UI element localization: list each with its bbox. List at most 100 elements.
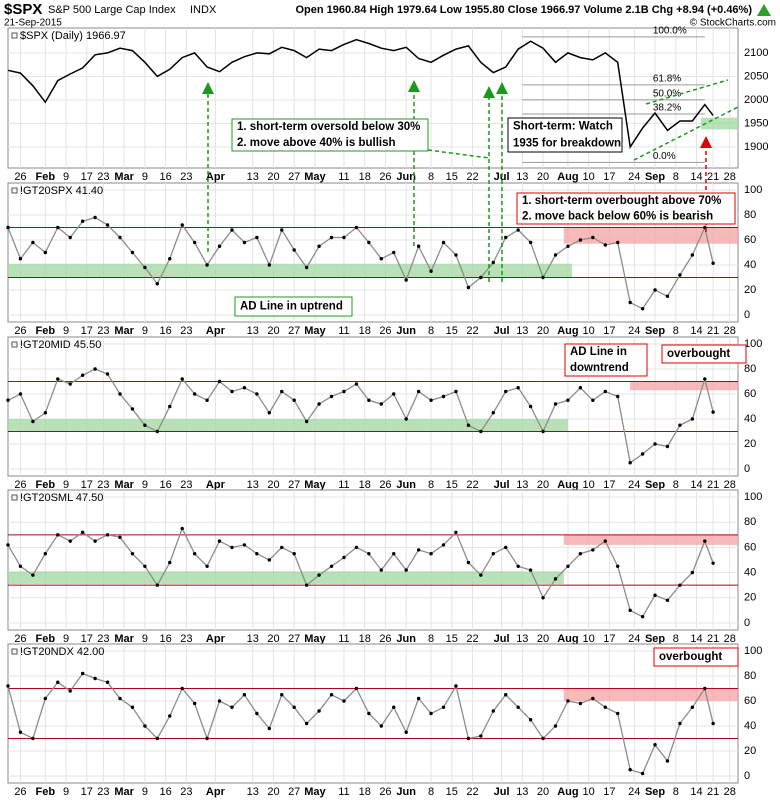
data-point — [342, 699, 346, 703]
data-point — [304, 419, 309, 424]
x-tick-label: Sep — [645, 786, 665, 798]
y-tick-label: 2100 — [744, 47, 768, 59]
data-point — [578, 552, 583, 556]
x-tick-label: 8 — [673, 633, 679, 645]
x-tick-label: 26 — [379, 171, 391, 183]
data-point — [205, 736, 209, 741]
data-point — [329, 394, 334, 399]
x-tick-label: 8 — [428, 171, 434, 183]
y-tick-label: 60 — [744, 541, 756, 553]
data-point — [317, 573, 321, 577]
data-point — [80, 530, 85, 535]
x-tick-label: 8 — [428, 479, 434, 491]
x-tick-label: 27 — [288, 171, 300, 183]
data-point — [454, 530, 458, 535]
data-point — [678, 273, 682, 277]
x-tick-label: 22 — [466, 325, 478, 337]
y-tick-label: 100 — [744, 338, 762, 350]
data-point — [603, 539, 607, 543]
data-point — [255, 235, 259, 240]
x-tick-label: 22 — [466, 171, 478, 183]
y-tick-label: 40 — [744, 259, 756, 271]
data-point — [230, 545, 234, 550]
x-tick-label: 26 — [379, 479, 391, 491]
x-tick-label: 11 — [338, 633, 349, 645]
data-point — [703, 539, 707, 543]
y-tick-label: 100 — [744, 184, 762, 196]
x-tick-label: Mar — [114, 479, 134, 491]
data-point — [118, 235, 122, 240]
panel-title: $SPX (Daily) 1966.97 — [20, 30, 126, 42]
data-point — [255, 392, 259, 396]
x-tick-label: 8 — [428, 633, 434, 645]
data-point — [504, 235, 508, 240]
x-tick-label: 28 — [724, 171, 736, 183]
x-tick-label: 24 — [628, 479, 640, 491]
x-tick-label: 16 — [159, 786, 171, 798]
data-point — [93, 676, 97, 681]
x-tick-label: 23 — [97, 786, 109, 798]
x-tick-label: 23 — [97, 171, 109, 183]
annotations: Short-term: Watch 1935 for breakdown 1. sh… — [231, 117, 747, 667]
y-tick-label: 2050 — [744, 70, 768, 82]
data-point — [466, 560, 471, 565]
x-tick-label: 21 — [707, 786, 719, 798]
data-point — [155, 736, 160, 741]
data-point — [56, 225, 60, 230]
x-tick-label: 26 — [379, 325, 391, 337]
y-tick-label: 20 — [744, 438, 756, 450]
data-point — [553, 724, 558, 728]
data-point — [479, 429, 483, 434]
data-point — [367, 398, 371, 402]
x-tick-label: 20 — [537, 171, 549, 183]
data-point — [354, 545, 359, 550]
x-tick-label: Aug — [557, 171, 578, 183]
x-tick-label: Jun — [396, 171, 416, 183]
annotation-text: Short-term: Watch — [513, 121, 613, 133]
data-point — [491, 260, 495, 265]
x-tick-label: 17 — [81, 325, 93, 337]
x-tick-label: 20 — [267, 479, 279, 491]
x-tick-label: 26 — [379, 633, 391, 645]
x-tick-label: 16 — [159, 325, 171, 337]
data-point — [404, 278, 408, 282]
data-point — [18, 257, 23, 261]
data-point — [367, 240, 371, 245]
data-point — [93, 367, 97, 371]
data-point — [541, 429, 545, 434]
x-tick-label: 15 — [446, 479, 458, 491]
x-tick-label: Jun — [396, 633, 416, 645]
data-point — [80, 671, 85, 676]
x-tick-label: 27 — [288, 325, 300, 337]
x-tick-label: May — [304, 325, 326, 337]
x-tick-label: 26 — [379, 786, 391, 798]
data-point — [56, 377, 60, 381]
up-arrow-icon — [757, 4, 771, 16]
data-point — [466, 736, 471, 741]
data-point — [105, 223, 110, 227]
data-point — [504, 545, 508, 550]
data-point — [703, 377, 707, 381]
data-point — [168, 560, 172, 565]
x-tick-label: 10 — [583, 325, 595, 337]
data-point — [392, 705, 396, 709]
data-point — [703, 686, 707, 691]
data-point — [603, 705, 607, 709]
x-tick-label: 24 — [628, 786, 640, 798]
shaded-region — [8, 571, 564, 584]
data-point — [18, 392, 23, 396]
annotation-text: AD Line in — [570, 346, 627, 358]
x-tick-label: 13 — [516, 479, 528, 491]
data-point — [143, 423, 147, 427]
x-tick-label: 20 — [537, 786, 549, 798]
data-point — [516, 386, 520, 390]
data-point — [118, 535, 122, 540]
data-point — [267, 411, 272, 415]
x-tick-label: Mar — [114, 325, 134, 337]
data-point — [68, 689, 72, 693]
data-point — [6, 684, 10, 688]
annotation-text: 1. short-term overbought above 70% — [522, 195, 721, 207]
data-point — [665, 759, 670, 763]
x-tick-label: 17 — [81, 786, 93, 798]
data-point — [230, 705, 234, 709]
